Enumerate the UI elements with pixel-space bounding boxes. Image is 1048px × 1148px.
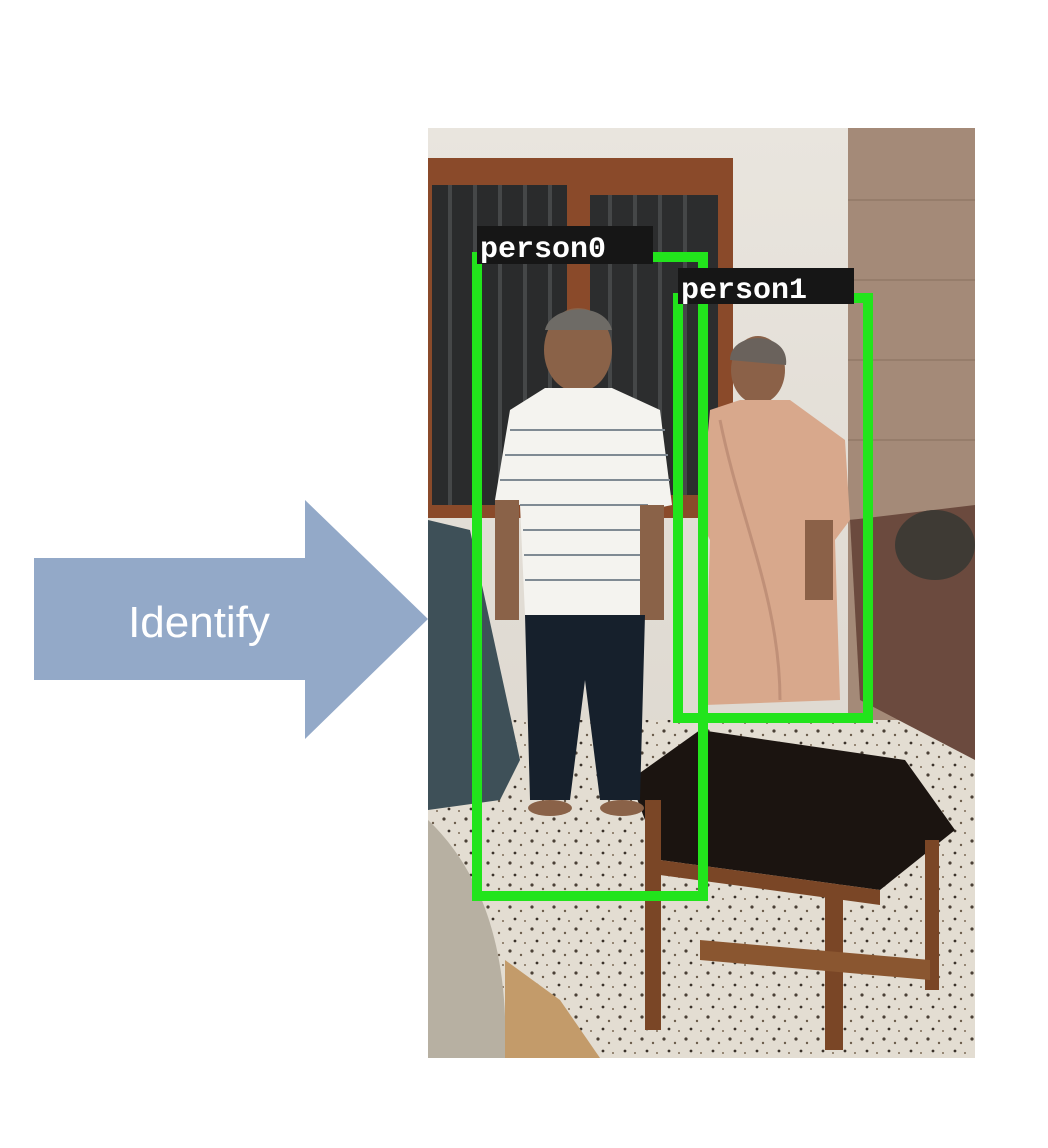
identify-arrow: Identify (34, 500, 428, 739)
detection-box-person0: person0 (472, 226, 708, 901)
arrow-shape (34, 500, 428, 739)
detection-box-person1: person1 (673, 268, 873, 723)
arrow-label: Identify (128, 598, 270, 647)
detection-label-person1: person1 (681, 274, 807, 308)
person-figure-1 (700, 336, 850, 705)
detection-label-person0: person0 (480, 233, 606, 267)
detection-photo: person0 person1 (428, 128, 975, 1058)
person-figure-0 (495, 308, 672, 816)
